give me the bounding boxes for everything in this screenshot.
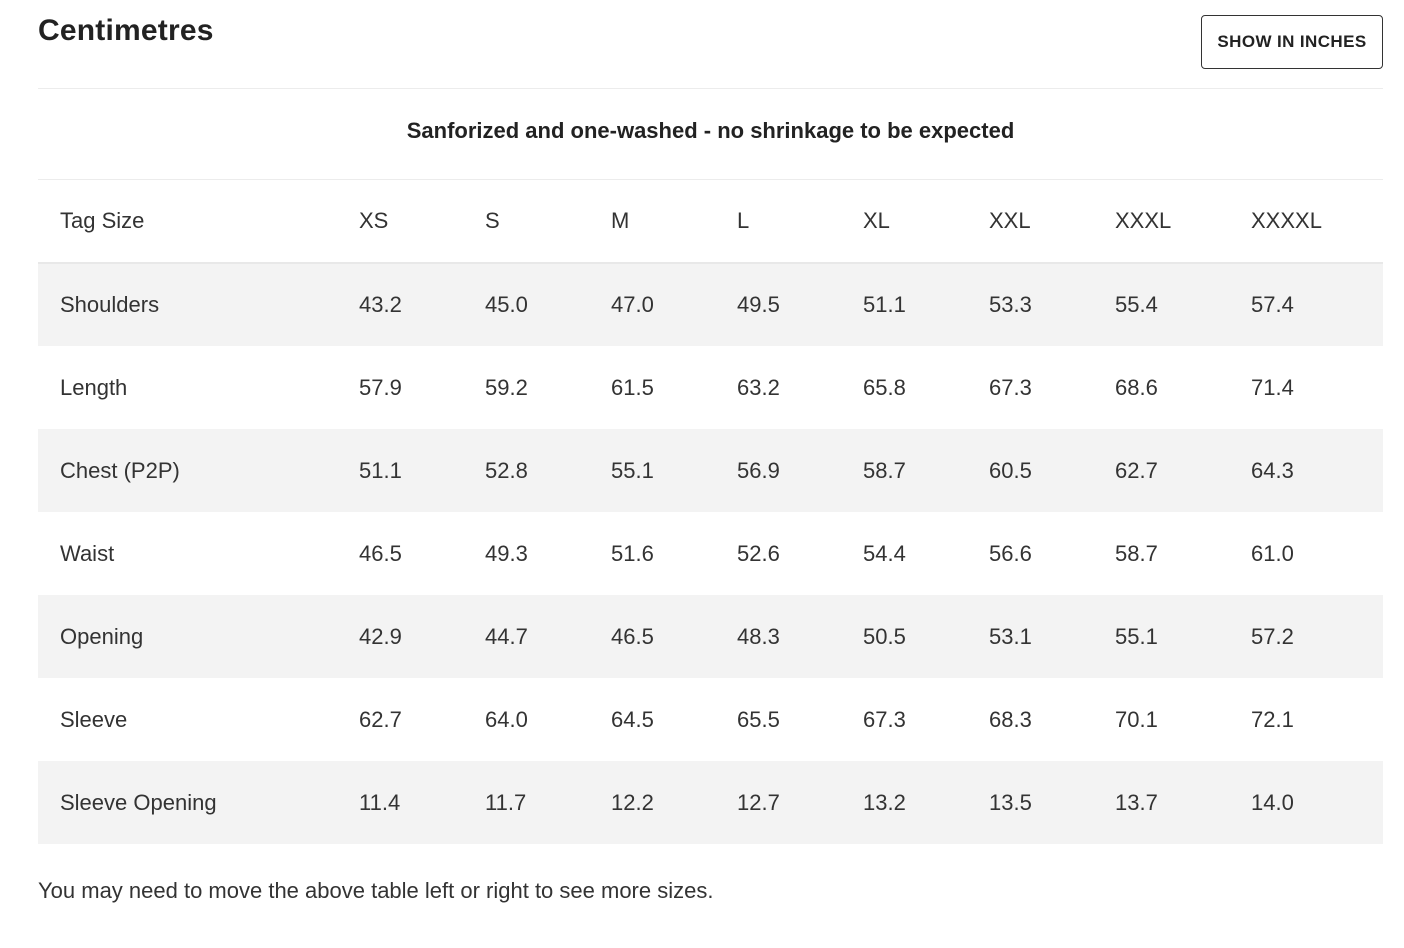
size-table: Tag Size XS S M L XL XXL XXXL XXXXL Shoulders 43… bbox=[38, 180, 1383, 844]
table-header-row: Tag Size XS S M L XL XXL XXXL XXXXL bbox=[38, 180, 1383, 263]
table-cell: 58.7 bbox=[1115, 540, 1158, 566]
table-cell: 65.8 bbox=[863, 374, 906, 400]
table-cell: 51.6 bbox=[611, 540, 654, 566]
table-cell: 42.9 bbox=[359, 623, 402, 649]
table-cell: 53.3 bbox=[989, 292, 1032, 317]
table-cell: 55.4 bbox=[1115, 292, 1158, 317]
table-cell: 49.3 bbox=[485, 540, 528, 566]
table-cell: 12.7 bbox=[737, 789, 780, 815]
table-cell: 57.4 bbox=[1251, 292, 1294, 317]
table-row: Sleeve Opening 11.4 11.7 12.2 12.7 13.2 13.5 13… bbox=[38, 761, 1383, 844]
table-cell: 14.0 bbox=[1251, 789, 1294, 815]
table-cell: 67.3 bbox=[863, 706, 906, 732]
row-label: Waist bbox=[60, 540, 115, 566]
table-cell: 61.5 bbox=[611, 374, 654, 400]
table-cell: 57.9 bbox=[359, 374, 402, 400]
table-cell: 63.2 bbox=[737, 374, 780, 400]
table-cell: 72.1 bbox=[1251, 706, 1294, 732]
table-cell: 52.6 bbox=[737, 540, 780, 566]
table-cell: 53.1 bbox=[989, 623, 1032, 649]
size-header-xs: XS bbox=[359, 208, 389, 233]
size-table-body: Tag Size XS S M L XL XXL XXXL XXXXL Shoulders 43… bbox=[38, 180, 1383, 844]
table-cell: 58.7 bbox=[863, 457, 906, 483]
table-cell: 64.5 bbox=[611, 706, 654, 732]
table-row: Chest (P2P) 51.1 52.8 55.1 56.9 58.7 60.5 62.7 6… bbox=[38, 429, 1383, 512]
table-cell: 62.7 bbox=[359, 706, 402, 732]
table-cell: 62.7 bbox=[1115, 457, 1158, 483]
table-cell: 57.2 bbox=[1251, 623, 1294, 649]
table-cell: 56.6 bbox=[989, 540, 1032, 566]
table-cell: 70.1 bbox=[1115, 706, 1158, 732]
size-header-m: M bbox=[611, 208, 630, 233]
table-cell: 11.7 bbox=[485, 789, 527, 815]
size-header-xxxl: XXXL bbox=[1115, 208, 1172, 233]
table-row: Opening 42.9 44.7 46.5 48.3 50.5 53.1 55.1 57.2 bbox=[38, 595, 1383, 678]
table-cell: 44.7 bbox=[485, 623, 528, 649]
size-header-s: S bbox=[485, 208, 500, 233]
table-cell: 49.5 bbox=[737, 292, 780, 317]
shrinkage-note: Sanforized and one-washed - no shrinkage… bbox=[38, 89, 1383, 180]
table-cell: 67.3 bbox=[989, 374, 1032, 400]
show-in-inches-button[interactable]: SHOW IN INCHES bbox=[1201, 15, 1383, 69]
row-label: Length bbox=[60, 374, 128, 400]
table-row: Sleeve 62.7 64.0 64.5 65.5 67.3 68.3 70.1 72.1 bbox=[38, 678, 1383, 761]
table-row: Length 57.9 59.2 61.5 63.2 65.8 67.3 68.6 71.4 bbox=[38, 346, 1383, 429]
table-cell: 68.6 bbox=[1115, 374, 1158, 400]
table-cell: 61.0 bbox=[1251, 540, 1294, 566]
table-cell: 64.3 bbox=[1251, 457, 1294, 483]
size-chart: Centimetres SHOW IN INCHES Sanforized an… bbox=[38, 0, 1383, 844]
size-header-xl: XL bbox=[863, 208, 890, 233]
table-cell: 54.4 bbox=[863, 540, 906, 566]
table-cell: 55.1 bbox=[1115, 623, 1158, 649]
table-cell: 11.4 bbox=[359, 789, 401, 815]
table-cell: 52.8 bbox=[485, 457, 528, 483]
table-cell: 55.1 bbox=[611, 457, 654, 483]
table-cell: 46.5 bbox=[359, 540, 402, 566]
table-cell: 43.2 bbox=[359, 292, 402, 317]
tag-size-header: Tag Size bbox=[60, 208, 145, 233]
table-cell: 51.1 bbox=[359, 457, 402, 483]
table-cell: 64.0 bbox=[485, 706, 528, 732]
scroll-hint: You may need to move the above table lef… bbox=[38, 878, 714, 903]
table-cell: 71.4 bbox=[1251, 374, 1294, 400]
table-cell: 59.2 bbox=[485, 374, 528, 400]
row-label: Sleeve bbox=[60, 706, 128, 732]
table-cell: 13.5 bbox=[989, 789, 1032, 815]
row-label: Chest (P2P) bbox=[60, 457, 180, 483]
size-header-l: L bbox=[737, 208, 750, 233]
row-label: Sleeve Opening bbox=[60, 789, 217, 815]
size-header-xxl: XXL bbox=[989, 208, 1031, 233]
table-cell: 48.3 bbox=[737, 623, 780, 649]
table-row: Shoulders 43.2 45.0 47.0 49.5 51.1 53.3 55.4 57.… bbox=[38, 263, 1383, 346]
table-cell: 47.0 bbox=[611, 292, 654, 317]
table-cell: 12.2 bbox=[611, 789, 654, 815]
size-header-xxxxl: XXXXL bbox=[1251, 208, 1322, 233]
table-cell: 68.3 bbox=[989, 706, 1032, 732]
table-cell: 13.2 bbox=[863, 789, 906, 815]
table-row: Waist 46.5 49.3 51.6 52.6 54.4 56.6 58.7 61.0 bbox=[38, 512, 1383, 595]
table-cell: 51.1 bbox=[863, 292, 906, 317]
page-title: Centimetres bbox=[38, 14, 214, 47]
table-cell: 50.5 bbox=[863, 623, 906, 649]
size-chart-header: Centimetres SHOW IN INCHES bbox=[38, 0, 1383, 89]
table-cell: 65.5 bbox=[737, 706, 780, 732]
table-cell: 13.7 bbox=[1115, 789, 1158, 815]
row-label: Shoulders bbox=[60, 292, 160, 317]
table-cell: 46.5 bbox=[611, 623, 654, 649]
table-cell: 45.0 bbox=[485, 292, 528, 317]
table-cell: 56.9 bbox=[737, 457, 780, 483]
table-cell: 60.5 bbox=[989, 457, 1032, 483]
row-label: Opening bbox=[60, 623, 144, 649]
